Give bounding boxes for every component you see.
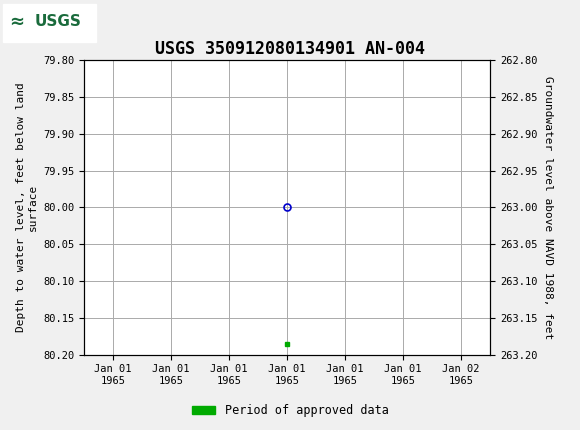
Text: USGS 350912080134901 AN-004: USGS 350912080134901 AN-004 <box>155 40 425 58</box>
Legend: Period of approved data: Period of approved data <box>187 399 393 422</box>
Y-axis label: Groundwater level above NAVD 1988, feet: Groundwater level above NAVD 1988, feet <box>543 76 553 339</box>
Text: USGS: USGS <box>35 14 82 29</box>
Y-axis label: Depth to water level, feet below land
surface: Depth to water level, feet below land su… <box>16 83 38 332</box>
Text: ≈: ≈ <box>9 12 24 31</box>
Bar <box>3 3 96 42</box>
